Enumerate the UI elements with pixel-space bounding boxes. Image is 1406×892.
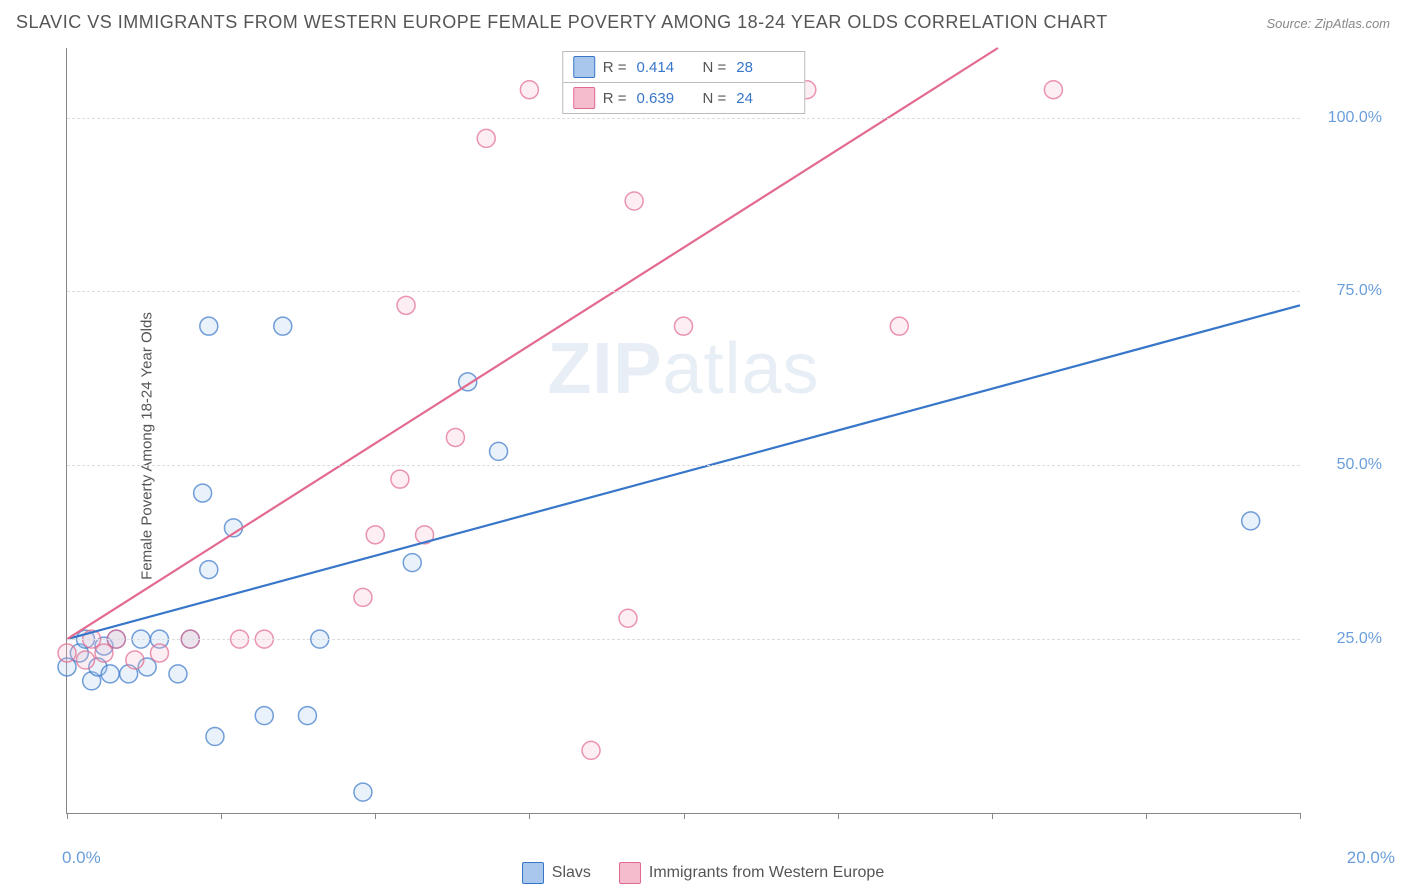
legend-top-row-slavs: R = 0.414 N = 28: [563, 52, 805, 83]
y-tick-label: 25.0%: [1307, 630, 1382, 648]
x-tick: [221, 813, 222, 819]
y-tick-label: 50.0%: [1307, 456, 1382, 474]
data-point: [126, 651, 144, 669]
data-point: [1242, 512, 1260, 530]
n-value-slavs: 28: [736, 59, 780, 76]
data-point: [200, 317, 218, 335]
data-point: [397, 296, 415, 314]
scatter-svg: [67, 48, 1300, 813]
legend-item-immigrants: Immigrants from Western Europe: [619, 862, 884, 884]
data-point: [58, 644, 76, 662]
gridline-h: [67, 639, 1300, 640]
data-point: [255, 707, 273, 725]
r-label: R =: [603, 59, 627, 76]
data-point: [625, 192, 643, 210]
data-point: [194, 484, 212, 502]
data-point: [101, 665, 119, 683]
legend-swatch-immigrants: [619, 862, 641, 884]
chart-title: SLAVIC VS IMMIGRANTS FROM WESTERN EUROPE…: [16, 12, 1108, 33]
r-label: R =: [603, 90, 627, 107]
n-label: N =: [703, 90, 727, 107]
legend-item-slavs: Slavs: [522, 862, 591, 884]
x-tick: [375, 813, 376, 819]
r-value-slavs: 0.414: [637, 59, 681, 76]
data-point: [675, 317, 693, 335]
data-point: [403, 554, 421, 572]
legend-swatch-immigrants: [573, 87, 595, 109]
gridline-h: [67, 291, 1300, 292]
data-point: [76, 651, 94, 669]
plot-region: ZIPatlas R = 0.414 N = 28 R = 0.639 N = …: [66, 48, 1300, 814]
x-tick: [992, 813, 993, 819]
data-point: [520, 81, 538, 99]
trend-line: [67, 48, 998, 639]
y-tick-label: 100.0%: [1307, 109, 1382, 127]
legend-label-slavs: Slavs: [552, 864, 591, 882]
data-point: [890, 317, 908, 335]
n-value-immigrants: 24: [736, 90, 780, 107]
gridline-h: [67, 465, 1300, 466]
data-point: [150, 644, 168, 662]
legend-swatch-slavs: [573, 56, 595, 78]
r-value-immigrants: 0.639: [637, 90, 681, 107]
data-point: [490, 442, 508, 460]
legend-top-row-immigrants: R = 0.639 N = 24: [563, 83, 805, 113]
legend-swatch-slavs: [522, 862, 544, 884]
chart-area: Female Poverty Among 18-24 Year Olds ZIP…: [48, 48, 1390, 844]
x-tick: [838, 813, 839, 819]
source-label: Source: ZipAtlas.com: [1266, 16, 1390, 31]
gridline-h: [67, 118, 1300, 119]
data-point: [200, 561, 218, 579]
n-label: N =: [703, 59, 727, 76]
data-point: [619, 609, 637, 627]
data-point: [169, 665, 187, 683]
bottom-legend: Slavs Immigrants from Western Europe: [0, 862, 1406, 884]
data-point: [366, 526, 384, 544]
data-point: [298, 707, 316, 725]
data-point: [274, 317, 292, 335]
data-point: [354, 783, 372, 801]
x-tick: [1146, 813, 1147, 819]
data-point: [582, 741, 600, 759]
legend-label-immigrants: Immigrants from Western Europe: [649, 864, 884, 882]
data-point: [1044, 81, 1062, 99]
trend-line: [67, 305, 1300, 639]
y-tick-label: 75.0%: [1307, 282, 1382, 300]
x-tick: [67, 813, 68, 819]
x-tick: [529, 813, 530, 819]
data-point: [477, 129, 495, 147]
legend-top: R = 0.414 N = 28 R = 0.639 N = 24: [562, 51, 806, 114]
data-point: [391, 470, 409, 488]
x-tick: [684, 813, 685, 819]
data-point: [354, 588, 372, 606]
data-point: [446, 428, 464, 446]
x-tick: [1300, 813, 1301, 819]
data-point: [206, 728, 224, 746]
